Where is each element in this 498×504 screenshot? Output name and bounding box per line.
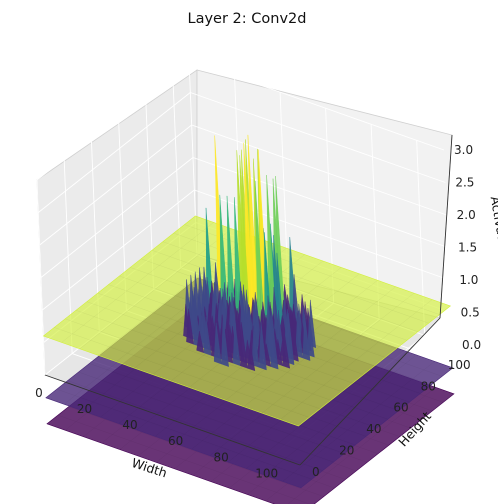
y-axis-line <box>299 317 441 466</box>
y-tick-label: 80 <box>421 379 436 393</box>
plane-mesh-line <box>282 361 435 482</box>
plane-mesh-line <box>184 224 440 315</box>
z-tick-label: 2.0 <box>457 208 476 222</box>
plane-mesh-line <box>89 363 345 454</box>
surface-spike <box>232 321 241 366</box>
plane-mesh-line <box>173 232 429 324</box>
grid-line <box>40 157 194 278</box>
surface-spike <box>251 322 260 368</box>
grid-line <box>36 59 190 181</box>
plane-mesh-line <box>67 380 323 471</box>
plane-mesh-line <box>65 318 321 410</box>
x-tick-label: 60 <box>168 434 183 448</box>
x-tick-label: 40 <box>122 418 137 432</box>
y-tick-label: 40 <box>366 422 381 436</box>
surface-spike <box>186 308 194 345</box>
plane-mesh-line <box>57 414 311 504</box>
surface-spike <box>290 326 299 362</box>
x-tick-label: 100 <box>255 466 278 480</box>
surface-spike <box>240 331 248 369</box>
surface-spike <box>270 324 279 370</box>
plane-mesh-line <box>54 327 310 418</box>
plane-mesh-line <box>78 371 334 463</box>
plane-mesh-line <box>56 388 312 480</box>
x-tick-label: 0 <box>35 386 43 400</box>
grid-line <box>192 157 449 248</box>
grid-line <box>191 124 447 216</box>
z-tick-label: 0.0 <box>462 338 481 352</box>
grid-line <box>38 92 191 213</box>
tick-labels: 0 20 40 60 80 100 0 20 40 60 80 100 0.0 0.5 1.0 1.5 2.0 2… <box>35 143 481 480</box>
surface-spike <box>258 321 267 371</box>
surface-spike <box>302 314 311 361</box>
activation-surface <box>183 134 317 372</box>
z-axis-line <box>439 134 453 319</box>
surface-spike <box>203 317 212 356</box>
grid-line <box>194 189 450 281</box>
surface-spike <box>196 331 205 354</box>
plane-mesh-line <box>61 222 214 343</box>
z-axis-label: Activation <box>488 195 498 259</box>
plane-mesh-line <box>246 348 399 469</box>
grid-line <box>190 92 446 183</box>
surface-spike <box>247 342 256 372</box>
y-tick-label: 100 <box>448 358 471 372</box>
chart-title: Layer 2: Conv2d <box>188 11 307 27</box>
y-tick-label: 60 <box>393 401 408 415</box>
plane-mesh-line <box>68 406 324 497</box>
y-tick-label: 20 <box>339 444 354 458</box>
plane-mesh-line <box>264 354 417 476</box>
z-tick-label: 1.5 <box>458 241 477 255</box>
surface-spike <box>221 316 229 367</box>
surface-spike <box>213 322 222 365</box>
plane-mesh-line <box>97 235 251 356</box>
plane-mesh-line <box>280 299 433 420</box>
grid-line <box>42 189 195 311</box>
surface-spike <box>282 336 291 369</box>
z-tick-label: 3.0 <box>454 143 473 157</box>
x-tick-label: 80 <box>214 450 229 464</box>
grid-line <box>188 59 445 151</box>
y-tick-label: 0 <box>312 465 320 479</box>
z-tick-label: 2.5 <box>455 176 474 190</box>
surface-spike <box>306 318 315 358</box>
plane-mesh-line <box>243 286 396 407</box>
plane-mesh-line <box>261 292 415 414</box>
plane-mesh-line <box>287 387 436 504</box>
z-tick-label: 0.5 <box>461 306 480 320</box>
grid-line <box>39 124 192 246</box>
surface-spike <box>286 312 295 366</box>
surface-spike <box>295 314 304 359</box>
plane-mesh-line <box>75 310 332 401</box>
z-tick-label: 1.0 <box>459 273 478 287</box>
x-tick-label: 20 <box>77 402 92 416</box>
x-axis-line <box>44 374 301 466</box>
